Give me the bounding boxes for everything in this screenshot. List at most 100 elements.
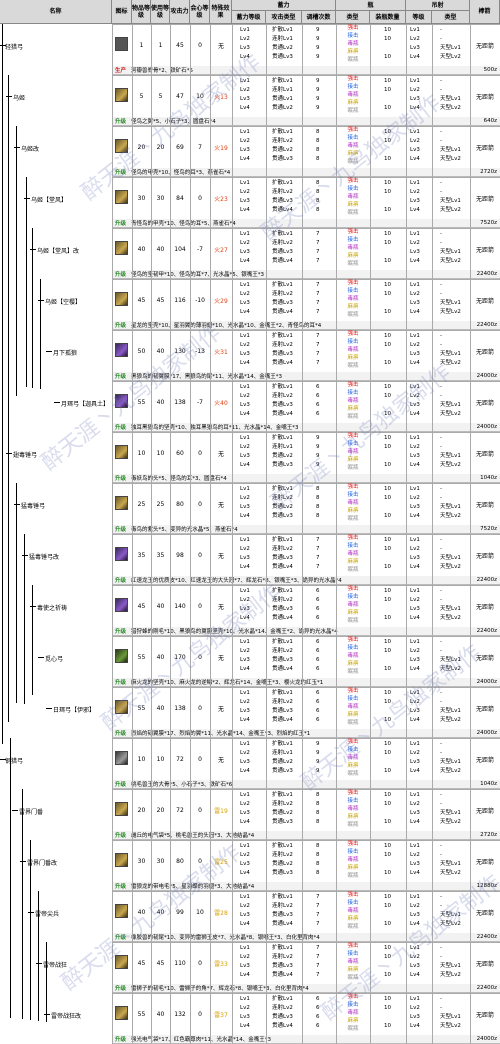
coating-count: 10 <box>384 597 391 603</box>
charge-level: Lv4 <box>240 258 250 264</box>
weapon-name[interactable]: 猛毒锤弓 <box>20 501 47 510</box>
use-level: 40 <box>156 1010 165 1018</box>
charge-attack-type: 贯通Lv3 <box>272 513 293 519</box>
coating-type: 强击 <box>336 892 370 899</box>
charge-level: Lv2 <box>240 699 250 705</box>
coating-count: 10 <box>384 921 391 927</box>
use-level: 40 <box>156 908 165 916</box>
tune-count: 6 <box>316 615 320 621</box>
weapon-name[interactable]: 月下孤狼 <box>52 348 79 357</box>
weapon-name[interactable]: 雷帝尖兵 <box>34 909 61 918</box>
coating-label: 麻痹 <box>347 661 359 667</box>
coating-type: 强击 <box>336 331 370 338</box>
charge-level: Lv1 <box>240 27 250 33</box>
tune-count: 7 <box>316 282 320 288</box>
weapon-name[interactable]: 乌姬改 <box>20 144 41 153</box>
tune-count: 8 <box>316 129 320 135</box>
coating-label: 强击 <box>347 841 359 847</box>
attack-value: 132 <box>174 1010 186 1018</box>
material-tag: 升级 <box>114 221 126 227</box>
charge-attack-type: 连射Lv2 <box>272 1005 293 1011</box>
upgrade-price: 22400z <box>476 628 497 634</box>
item-level: 50 <box>137 347 146 355</box>
charge-level: Lv4 <box>240 870 250 876</box>
coating-type: 眠瓶 <box>336 210 370 217</box>
charge-level: Lv1 <box>240 231 250 237</box>
row-divider <box>112 687 500 688</box>
weapon-name[interactable]: 日珥弓【伊邪】 <box>52 705 97 714</box>
affinity-value: 0 <box>198 551 202 559</box>
tree-branch <box>6 453 12 454</box>
coating-label: 接击 <box>347 390 359 396</box>
arrow-type: 无距箭 <box>475 603 494 611</box>
coating-type: 接击 <box>336 339 370 346</box>
material-tag: 升级 <box>114 374 126 380</box>
column-divider <box>232 24 233 1044</box>
arc-type: - <box>440 954 442 960</box>
weapon-name[interactable]: 乌姬 <box>12 93 27 102</box>
weapon-name[interactable]: 钢猎弓 <box>4 756 25 765</box>
tune-count: 6 <box>316 717 320 723</box>
weapon-name[interactable]: 乌姬【空樱】 <box>44 297 83 306</box>
charge-level: Lv4 <box>240 54 250 60</box>
weapon-name[interactable]: 觅心弓 <box>44 654 65 663</box>
charge-level: Lv1 <box>240 945 250 951</box>
arc-level: Lv3 <box>410 147 420 153</box>
charge-level: Lv4 <box>240 768 250 774</box>
upgrade-price: 500z <box>483 67 497 73</box>
charge-level: Lv2 <box>240 750 250 756</box>
arrow-type: 无距箭 <box>475 399 494 407</box>
weapon-name[interactable]: 雷帝战狂 <box>42 960 69 969</box>
charge-level: Lv2 <box>240 444 250 450</box>
weapon-name[interactable]: 月珥弓【迦具土】 <box>60 399 111 408</box>
weapon-name[interactable]: 毒使之祈祷 <box>36 603 69 612</box>
arc-type: 天型Lv2 <box>440 309 461 315</box>
charge-level: Lv4 <box>240 717 250 723</box>
weapon-name[interactable]: 猛毒锤弓改 <box>28 552 61 561</box>
tune-count: 8 <box>316 819 320 825</box>
arrow-type: 无距箭 <box>475 144 494 152</box>
charge-attack-type: 扩散Lv1 <box>272 945 293 951</box>
coating-type: 眠瓶 <box>336 975 370 982</box>
material-list: 独耳黑狼鸟的坚壳*10、独耳黑狼鸟的耳*11、光水晶*14、金嘴王*3 <box>131 425 299 431</box>
weapon-name[interactable]: 雷帝战狂改 <box>50 1011 83 1020</box>
material-tag: 升级 <box>114 578 126 584</box>
column-divider <box>336 24 337 1044</box>
coating-type: 强击 <box>336 433 370 440</box>
bow-icon <box>115 496 128 510</box>
arc-level: Lv2 <box>410 597 420 603</box>
charge-level: Lv3 <box>240 708 250 714</box>
weapon-name[interactable]: 雷界门番改 <box>26 858 59 867</box>
weapon-name[interactable]: 翅毒锤弓 <box>12 450 39 459</box>
coating-label: 麻痹 <box>347 253 359 259</box>
tune-count: 8 <box>316 180 320 186</box>
charge-attack-type: 扩散Lv1 <box>272 843 293 849</box>
arc-level: Lv4 <box>410 462 420 468</box>
weapon-name[interactable]: 乌姬【堂风】改 <box>36 246 81 255</box>
arc-type: - <box>440 903 442 909</box>
header-coating-count: 装瓶数量 <box>370 11 406 24</box>
header-name: 名称 <box>0 0 112 24</box>
attack-value: 110 <box>174 959 186 967</box>
arc-level: Lv1 <box>410 945 420 951</box>
coating-type: 接击 <box>336 594 370 601</box>
weapon-name[interactable]: 雷界门番 <box>18 807 45 816</box>
affinity-value: 0 <box>198 602 202 610</box>
weapon-name[interactable]: 轻猎弓 <box>4 42 25 51</box>
coating-count: 10 <box>384 291 391 297</box>
coating-count: 10 <box>384 486 391 492</box>
charge-level: Lv4 <box>240 615 250 621</box>
charge-attack-type: 贯通Lv3 <box>272 819 293 825</box>
coating-type: 接击 <box>336 747 370 754</box>
arc-level: Lv2 <box>410 138 420 144</box>
tune-count: 7 <box>316 360 320 366</box>
weapon-name[interactable]: 乌姬【堂风】 <box>30 195 69 204</box>
coating-label: 麻痹 <box>347 406 359 412</box>
arrow-type: 无距箭 <box>475 450 494 458</box>
arc-level: Lv1 <box>410 282 420 288</box>
material-list: 红速龙王的优质皮*10、红速龙王的大头冠*7、辉龙石*8、银嘴王*3、诡异的光水… <box>131 578 342 584</box>
row-divider <box>112 483 500 484</box>
use-level: 25 <box>156 500 165 508</box>
arc-level: Lv1 <box>410 27 420 33</box>
arc-type: - <box>440 342 442 348</box>
